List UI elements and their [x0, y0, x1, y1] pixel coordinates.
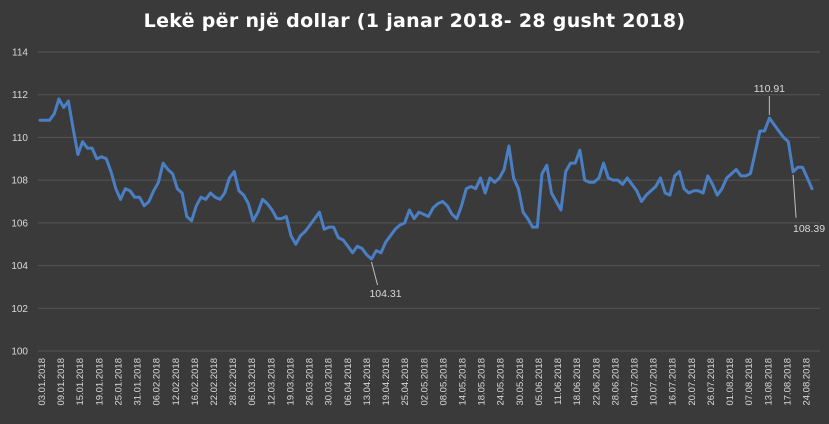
x-tick-label: 24.08.2018 [802, 358, 813, 406]
x-tick-label: 01.08.2018 [725, 358, 736, 406]
data-label: 104.31 [369, 288, 401, 300]
x-tick-label: 26.07.2018 [706, 358, 717, 406]
y-tick-label: 108 [11, 176, 28, 187]
x-tick-label: 17.08.2018 [782, 358, 793, 406]
x-tick-label: 19.04.2018 [381, 358, 392, 406]
annotations: 110.91 104.31 108.39 [369, 83, 825, 300]
y-tick-label: 112 [12, 90, 28, 101]
x-axis-ticks: 03.01.2018 09.01.2018 15.01.2018 19.01.2018… [37, 358, 813, 406]
data-label: 110.91 [754, 83, 785, 95]
x-tick-label: 12.03.2018 [266, 358, 277, 406]
annotation-leader [371, 261, 379, 286]
x-tick-label: 19.03.2018 [285, 358, 296, 406]
x-tick-label: 03.01.2018 [37, 358, 48, 406]
chart-title: Lekë për një dollar (1 janar 2018- 28 gu… [143, 10, 686, 32]
y-axis-ticks: 100 102 104 106 108 110 112 114 [11, 48, 28, 358]
x-tick-label: 13.04.2018 [362, 358, 373, 406]
x-tick-label: 02.05.2018 [419, 358, 430, 406]
x-tick-label: 16.07.2018 [668, 358, 679, 406]
x-tick-label: 15.01.2018 [75, 358, 86, 406]
x-tick-label: 04.07.2018 [629, 358, 640, 406]
x-tick-label: 08.05.2018 [438, 358, 449, 406]
x-tick-label: 10.07.2018 [649, 358, 660, 406]
x-tick-label: 14.05.2018 [457, 358, 468, 406]
data-label: 108.39 [793, 223, 825, 235]
x-tick-label: 06.02.2018 [152, 358, 163, 406]
x-tick-label: 11.06.2018 [553, 358, 564, 405]
x-tick-label: 18.05.2018 [477, 358, 488, 406]
series-layer [38, 97, 814, 261]
x-tick-label: 30.03.2018 [324, 358, 335, 406]
x-tick-label: 28.06.2018 [610, 358, 621, 406]
y-tick-label: 110 [12, 133, 28, 144]
x-tick-label: 28.02.2018 [228, 358, 239, 406]
y-tick-label: 100 [11, 347, 28, 358]
x-tick-label: 20.07.2018 [687, 358, 698, 406]
x-tick-label: 07.08.2018 [744, 358, 755, 406]
x-tick-label: 13.08.2018 [763, 358, 774, 406]
x-tick-label: 06.04.2018 [343, 358, 354, 406]
x-tick-label: 24.05.2018 [496, 358, 507, 406]
y-tick-label: 114 [12, 48, 28, 59]
y-tick-label: 106 [11, 218, 28, 229]
x-tick-label: 25.04.2018 [400, 358, 411, 406]
y-tick-label: 104 [11, 261, 28, 272]
x-tick-label: 26.03.2018 [305, 358, 316, 406]
x-tick-label: 19.01.2018 [94, 358, 105, 406]
series-line [38, 97, 814, 261]
annotation-leader [792, 174, 797, 218]
x-tick-label: 16.02.2018 [190, 358, 201, 406]
y-tick-label: 102 [11, 304, 28, 315]
x-tick-label: 30.05.2018 [515, 358, 526, 406]
x-tick-label: 31.01.2018 [133, 358, 144, 406]
x-tick-label: 22.06.2018 [591, 358, 602, 406]
grid-lines [38, 51, 820, 352]
x-tick-label: 06.03.2018 [247, 358, 258, 406]
x-tick-label: 22.02.2018 [209, 358, 220, 406]
x-tick-label: 12.02.2018 [171, 358, 182, 406]
x-tick-label: 09.01.2018 [56, 358, 67, 406]
x-tick-label: 05.06.2018 [534, 358, 545, 406]
x-tick-label: 25.01.2018 [113, 358, 124, 406]
x-tick-label: 18.06.2018 [572, 358, 583, 406]
